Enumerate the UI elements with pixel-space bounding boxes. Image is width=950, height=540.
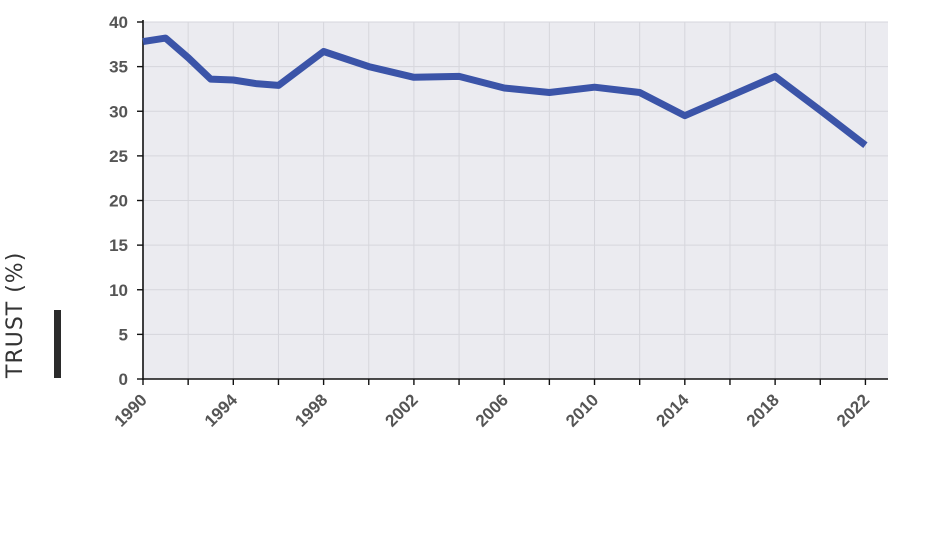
- x-tick-label: 2006: [472, 390, 512, 430]
- x-tick-label: 2002: [382, 390, 422, 430]
- x-tick-label: 1994: [201, 390, 242, 431]
- x-tick-label: 2014: [652, 390, 693, 431]
- y-tick-label: 15: [109, 236, 128, 255]
- x-tick-label: 2022: [833, 390, 873, 430]
- y-axis-label: TRUST (%): [3, 252, 28, 379]
- x-tick-label: 1998: [291, 390, 331, 430]
- y-tick-labels: 0 5 10 15 20 25 30 35 40: [109, 13, 128, 389]
- y-tick-label: 25: [109, 147, 128, 166]
- y-tick-label: 20: [109, 192, 128, 211]
- x-tick-label: 1990: [111, 390, 151, 430]
- y-tick-label: 5: [119, 325, 128, 344]
- x-tick-label: 2010: [562, 390, 602, 430]
- y-tick-label: 10: [109, 281, 128, 300]
- x-tick-label: 2018: [743, 390, 783, 430]
- y-tick-label: 40: [109, 13, 128, 32]
- y-axis-label-bar: [54, 310, 61, 378]
- series-line-0: [142, 34, 868, 148]
- y-tick-label: 35: [109, 58, 128, 77]
- y-tick-label: 0: [119, 370, 128, 389]
- y-tick-label: 30: [109, 102, 128, 121]
- axes: [137, 20, 888, 385]
- series-layer: [142, 34, 868, 148]
- x-tick-labels: 1990 1994 1998 2002 2006 2010 2014 2018 2022: [111, 390, 874, 431]
